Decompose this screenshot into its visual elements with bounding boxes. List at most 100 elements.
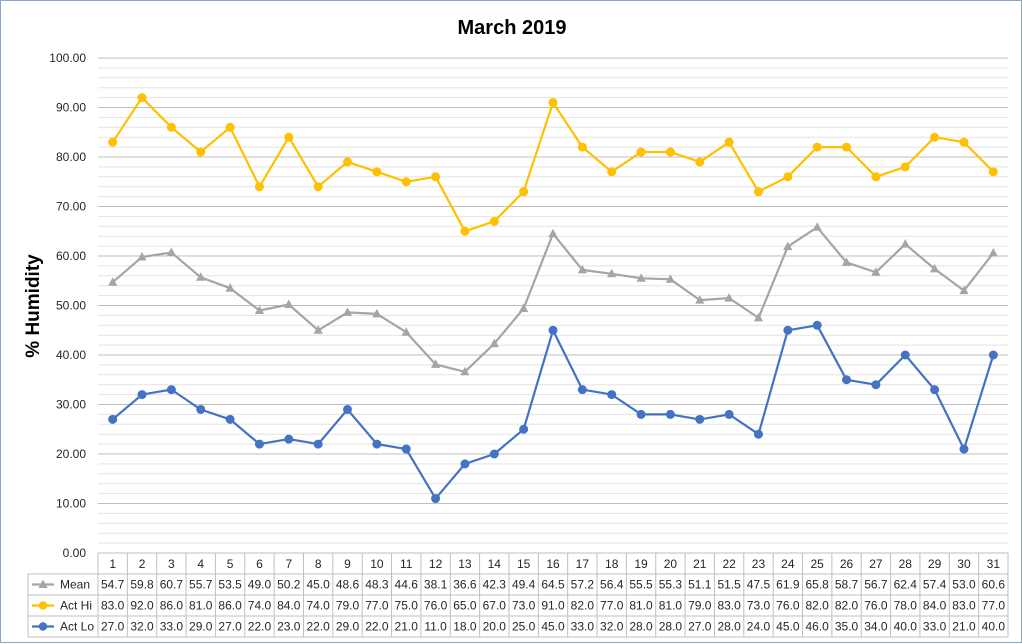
table-cell-value: 61.9 xyxy=(776,578,800,592)
y-tick-label: 50.00 xyxy=(56,299,86,313)
x-category-label: 24 xyxy=(781,557,795,571)
table-cell-value: 77.0 xyxy=(982,599,1006,613)
data-point xyxy=(607,390,617,400)
data-point xyxy=(959,137,969,147)
data-point xyxy=(636,147,646,157)
y-tick-label: 20.00 xyxy=(56,447,86,461)
table-cell-value: 92.0 xyxy=(130,599,154,613)
chart-title: March 2019 xyxy=(458,17,567,39)
table-cell-value: 22.0 xyxy=(306,620,330,634)
data-point xyxy=(636,273,646,282)
data-point xyxy=(665,147,675,157)
table-cell-value: 76.0 xyxy=(424,599,448,613)
table-cell-value: 48.6 xyxy=(336,578,360,592)
table-cell-value: 83.0 xyxy=(717,599,741,613)
table-cell-value: 57.4 xyxy=(923,578,947,592)
data-point xyxy=(783,325,793,335)
data-point xyxy=(724,137,734,147)
data-point xyxy=(577,385,587,395)
table-cell-value: 49.4 xyxy=(512,578,536,592)
data-point xyxy=(753,429,763,439)
table-cell-value: 50.2 xyxy=(277,578,301,592)
x-category-label: 23 xyxy=(752,557,766,571)
data-point xyxy=(196,404,206,414)
data-point xyxy=(959,285,969,295)
table-cell-value: 35.0 xyxy=(835,620,859,634)
table-cell-value: 59.8 xyxy=(130,578,154,592)
x-category-label: 3 xyxy=(168,557,175,571)
table-cell-value: 86.0 xyxy=(160,599,184,613)
table-cell-value: 82.0 xyxy=(571,599,595,613)
table-cell-value: 42.3 xyxy=(483,578,507,592)
data-point xyxy=(988,350,998,360)
data-table: 1 2 3 4 5 6 7 8 9 10 11 12 13 14 15 16 17 18 19 20 21 22 23 24 2… xyxy=(27,552,1009,638)
table-cell-value: 55.5 xyxy=(629,578,653,592)
x-category-label: 22 xyxy=(722,557,736,571)
x-category-label: 26 xyxy=(840,557,854,571)
x-category-label: 2 xyxy=(139,557,146,571)
legend-label: Act Hi xyxy=(60,599,92,613)
table-cell-value: 45.0 xyxy=(541,620,565,634)
table-cell-value: 27.0 xyxy=(688,620,712,634)
table-cell-value: 48.3 xyxy=(365,578,389,592)
data-point xyxy=(577,142,587,152)
data-point xyxy=(607,268,617,278)
data-point xyxy=(812,320,822,330)
data-point xyxy=(254,439,264,449)
x-category-label: 31 xyxy=(987,557,1001,571)
data-point xyxy=(548,228,558,238)
x-category-label: 27 xyxy=(869,557,883,571)
data-point xyxy=(254,182,264,192)
data-point xyxy=(548,98,558,108)
data-point xyxy=(431,494,441,504)
table-cell-value: 21.0 xyxy=(952,620,976,634)
x-category-label: 18 xyxy=(605,557,619,571)
x-category-label: 17 xyxy=(576,557,590,571)
legend-key-marker xyxy=(38,579,48,588)
table-cell-value: 33.0 xyxy=(160,620,184,634)
series-line xyxy=(111,324,995,500)
table-cell-value: 74.0 xyxy=(306,599,330,613)
table-cell-value: 79.0 xyxy=(336,599,360,613)
x-category-label: 8 xyxy=(315,557,322,571)
data-point xyxy=(460,226,470,236)
data-point xyxy=(548,325,558,335)
y-tick-label: 40.00 xyxy=(56,348,86,362)
data-point xyxy=(108,414,118,424)
data-point xyxy=(871,172,881,182)
data-point xyxy=(812,222,822,231)
data-point xyxy=(665,409,675,419)
table-cell-value: 32.0 xyxy=(600,620,624,634)
table-cell-value: 76.0 xyxy=(776,599,800,613)
table-cell-value: 45.0 xyxy=(306,578,330,592)
table-cell-value: 65.0 xyxy=(453,599,477,613)
data-point xyxy=(841,257,852,266)
data-point xyxy=(636,409,646,419)
table-cell-value: 82.0 xyxy=(835,599,859,613)
data-point xyxy=(431,172,441,182)
data-point xyxy=(900,239,910,248)
x-category-label: 28 xyxy=(899,557,913,571)
data-point xyxy=(577,264,587,274)
data-point xyxy=(753,187,763,197)
data-point xyxy=(959,444,969,454)
data-point xyxy=(695,414,705,424)
table-cell-value: 64.5 xyxy=(541,578,565,592)
table-cell-value: 34.0 xyxy=(864,620,888,634)
table-cell-value: 32.0 xyxy=(130,620,154,634)
table-cell-value: 79.0 xyxy=(688,599,712,613)
table-cell-value: 29.0 xyxy=(189,620,213,634)
data-point xyxy=(783,241,793,251)
data-point xyxy=(842,142,852,152)
table-cell-value: 49.0 xyxy=(248,578,272,592)
data-point xyxy=(284,434,294,444)
data-point xyxy=(313,439,323,449)
data-point xyxy=(108,137,118,147)
x-category-label: 30 xyxy=(957,557,971,571)
data-point xyxy=(519,424,529,434)
table-cell-value: 28.0 xyxy=(629,620,653,634)
data-point xyxy=(343,404,353,414)
table-cell-value: 21.0 xyxy=(395,620,419,634)
